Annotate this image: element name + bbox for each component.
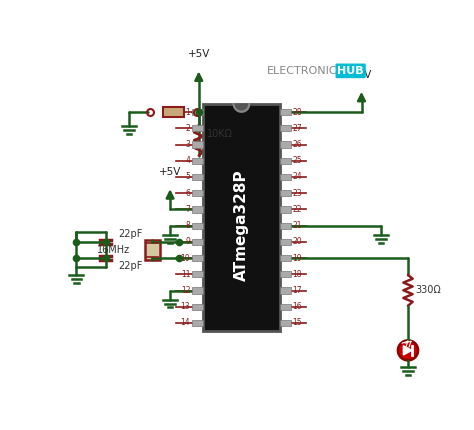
- Text: 22pF: 22pF: [118, 229, 143, 239]
- Text: 25: 25: [292, 156, 302, 165]
- Text: 13: 13: [181, 302, 190, 311]
- Bar: [145, 240, 160, 260]
- Circle shape: [398, 341, 418, 360]
- Text: 26: 26: [292, 140, 302, 149]
- Bar: [280, 320, 291, 326]
- Bar: [280, 141, 291, 147]
- Text: 10KΩ: 10KΩ: [207, 129, 233, 139]
- Text: 330Ω: 330Ω: [415, 285, 441, 295]
- Text: 20: 20: [292, 237, 302, 246]
- Text: 1: 1: [185, 108, 190, 117]
- Bar: [192, 223, 202, 229]
- Text: 14: 14: [181, 319, 190, 328]
- Text: 5: 5: [185, 172, 190, 181]
- Text: HUB: HUB: [337, 66, 364, 76]
- Text: 12: 12: [181, 286, 190, 295]
- Text: 18: 18: [292, 270, 302, 279]
- Bar: [192, 125, 202, 132]
- Text: 15: 15: [292, 319, 302, 328]
- Bar: [280, 190, 291, 196]
- Text: +5V: +5V: [350, 70, 373, 80]
- Bar: [202, 104, 280, 331]
- Bar: [192, 239, 202, 245]
- Text: 23: 23: [292, 189, 302, 198]
- Text: 8: 8: [185, 221, 190, 230]
- Bar: [192, 271, 202, 277]
- Bar: [192, 255, 202, 261]
- Bar: [280, 109, 291, 115]
- Bar: [280, 288, 291, 294]
- Text: 6: 6: [185, 189, 190, 198]
- Bar: [192, 174, 202, 180]
- Text: +5V: +5V: [188, 49, 210, 59]
- Bar: [280, 239, 291, 245]
- FancyBboxPatch shape: [336, 64, 366, 78]
- Bar: [280, 174, 291, 180]
- Text: 16MHz: 16MHz: [98, 245, 130, 255]
- Text: 24: 24: [292, 172, 302, 181]
- Text: ATmega328P: ATmega328P: [234, 169, 249, 281]
- Bar: [280, 158, 291, 164]
- Text: 17: 17: [292, 286, 302, 295]
- Text: 3: 3: [185, 140, 190, 149]
- Bar: [280, 255, 291, 261]
- Text: 27: 27: [292, 124, 302, 133]
- Text: 4: 4: [185, 156, 190, 165]
- Text: 16: 16: [292, 302, 302, 311]
- Bar: [280, 206, 291, 212]
- Text: +5V: +5V: [159, 167, 181, 177]
- Text: 28: 28: [292, 108, 302, 117]
- Bar: [192, 109, 202, 115]
- Text: 7: 7: [185, 205, 190, 214]
- Bar: [192, 320, 202, 326]
- Bar: [280, 304, 291, 310]
- Text: ELECTRONICS: ELECTRONICS: [267, 66, 345, 76]
- Bar: [280, 271, 291, 277]
- Bar: [163, 108, 184, 117]
- Text: 21: 21: [292, 221, 302, 230]
- Text: 22: 22: [292, 205, 302, 214]
- Bar: [280, 223, 291, 229]
- Bar: [192, 304, 202, 310]
- Polygon shape: [403, 346, 412, 355]
- Text: 19: 19: [292, 254, 302, 263]
- Text: 10: 10: [181, 254, 190, 263]
- Bar: [192, 158, 202, 164]
- Bar: [192, 141, 202, 147]
- Text: 11: 11: [181, 270, 190, 279]
- Bar: [192, 190, 202, 196]
- Text: 2: 2: [185, 124, 190, 133]
- Bar: [192, 206, 202, 212]
- Text: 9: 9: [185, 237, 190, 246]
- Text: 22pF: 22pF: [118, 261, 143, 271]
- Bar: [280, 125, 291, 132]
- Bar: [192, 288, 202, 294]
